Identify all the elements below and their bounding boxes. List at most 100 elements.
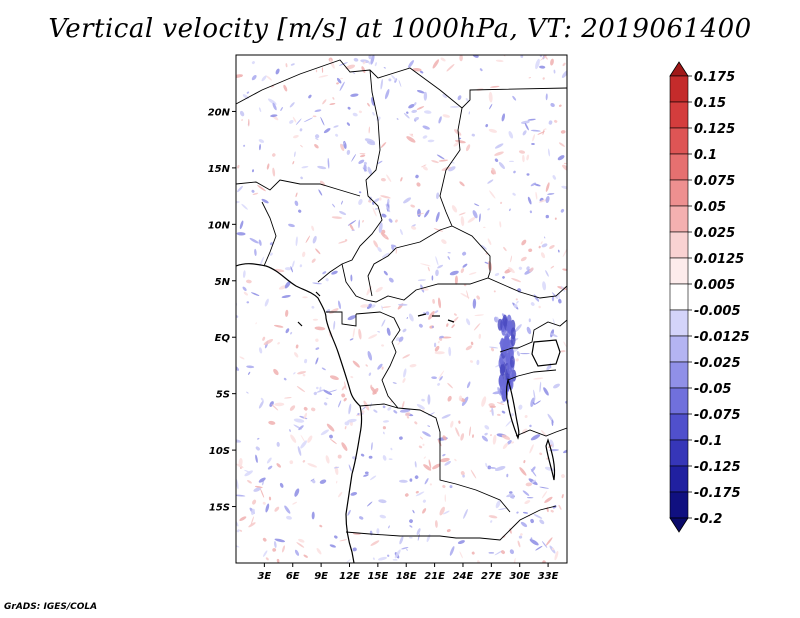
field-blob — [462, 474, 465, 478]
field-blob — [449, 485, 453, 489]
lon-tick-label: 33E — [538, 571, 559, 582]
field-blob — [335, 133, 339, 137]
field-blob — [383, 431, 385, 435]
field-blob — [255, 322, 257, 325]
field-blob — [467, 216, 476, 223]
field-blob — [540, 252, 546, 259]
field-blob — [344, 426, 347, 430]
field-blob — [272, 548, 277, 552]
field-blob — [296, 386, 306, 393]
country-borders — [236, 59, 567, 563]
field-blob — [471, 133, 475, 137]
field-blob — [422, 135, 428, 139]
field-blob — [538, 245, 541, 249]
field-blob — [239, 220, 244, 230]
field-blob — [476, 359, 480, 366]
field-blob — [390, 400, 393, 403]
field-blob — [294, 151, 296, 158]
field-blob — [352, 112, 358, 117]
field-blob — [391, 74, 397, 81]
field-blob — [490, 85, 500, 88]
field-blob — [311, 479, 316, 484]
field-blob — [292, 501, 298, 505]
field-blob — [269, 242, 274, 246]
colorbar-label: 0.005 — [694, 278, 735, 293]
field-blob — [388, 525, 390, 529]
field-blob — [329, 375, 339, 381]
field-blob — [531, 479, 536, 484]
field-blob — [289, 102, 295, 108]
field-blob — [239, 74, 243, 77]
field-blob — [259, 256, 264, 267]
colorbar-segment — [669, 309, 689, 337]
field-blob — [290, 63, 295, 66]
field-blob — [315, 347, 320, 350]
lon-tick-label: 12E — [339, 571, 360, 582]
field-blob — [350, 274, 353, 282]
field-blob — [298, 425, 304, 431]
field-blob — [502, 314, 508, 327]
field-blob — [545, 214, 549, 219]
field-blob — [302, 460, 306, 463]
field-blob — [422, 165, 428, 171]
field-blob — [340, 143, 345, 152]
colorbar-label: 0.1 — [694, 148, 717, 163]
field-blob — [270, 114, 278, 118]
field-blob — [285, 63, 288, 68]
field-blob — [380, 195, 391, 199]
field-blob — [534, 400, 541, 405]
field-blob — [459, 181, 465, 187]
field-blob — [236, 439, 242, 443]
field-blob — [347, 509, 351, 516]
field-blob — [507, 440, 512, 445]
field-blob — [347, 220, 357, 226]
field-blob — [366, 303, 372, 310]
field-blob — [403, 197, 412, 204]
field-blob — [236, 518, 239, 527]
field-blob — [276, 558, 280, 563]
field-blob — [454, 129, 462, 136]
lake-malawi — [545, 438, 556, 481]
field-blob — [484, 261, 489, 265]
field-blob — [466, 144, 471, 152]
field-blob — [501, 410, 506, 414]
field-blob — [431, 160, 439, 164]
field-blob — [251, 292, 260, 296]
field-blob — [533, 389, 536, 400]
field-blob — [409, 133, 414, 137]
field-blob — [404, 493, 409, 497]
field-blob — [266, 163, 270, 170]
field-blob — [488, 552, 495, 554]
field-blob — [533, 377, 544, 380]
field-blob — [491, 407, 494, 417]
field-blob — [312, 318, 318, 321]
field-blob — [433, 228, 443, 232]
field-blob — [395, 248, 398, 254]
field-blob — [258, 347, 263, 354]
field-blob — [531, 466, 536, 472]
field-blob — [458, 212, 466, 216]
field-blob — [444, 494, 447, 502]
field-blob — [564, 401, 567, 404]
field-blob — [258, 139, 265, 143]
field-blob — [380, 142, 387, 148]
field-blob — [403, 368, 407, 378]
field-blob — [384, 235, 388, 238]
field-blob — [381, 252, 390, 258]
field-blob — [487, 208, 490, 211]
field-blob — [388, 218, 393, 223]
field-blob — [281, 294, 291, 299]
field-blob — [406, 136, 416, 143]
field-blob — [431, 376, 437, 380]
field-blob — [437, 264, 444, 269]
lat-tick-label: 15S — [209, 503, 230, 514]
field-blob — [360, 59, 370, 64]
lon-tick-label: 27E — [481, 571, 502, 582]
colorbar-segment — [669, 439, 689, 467]
field-blob — [481, 396, 487, 407]
field-blob — [493, 290, 496, 293]
field-blob — [509, 491, 513, 494]
field-blob — [432, 59, 440, 69]
field-blob — [528, 318, 531, 323]
field-blob — [301, 165, 309, 169]
